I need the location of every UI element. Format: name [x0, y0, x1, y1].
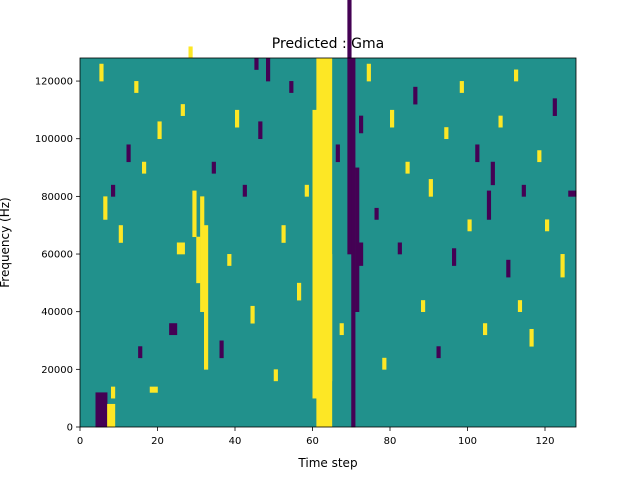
heatmap-cell — [498, 115, 503, 128]
y-tick-label: 20000 — [41, 365, 73, 376]
heatmap-cell — [107, 403, 116, 428]
heatmap-cell — [382, 357, 387, 370]
heatmap-cell — [180, 104, 185, 116]
heatmap-cell — [355, 167, 360, 312]
x-tick-label: 20 — [151, 436, 164, 447]
heatmap-cell — [134, 81, 139, 93]
y-tick-label: 40000 — [41, 307, 73, 318]
heatmap-cell — [157, 121, 162, 140]
heatmap-cell — [421, 300, 426, 312]
x-axis: 0 20 40 60 80 100 120 — [77, 427, 555, 447]
heatmap-cell — [413, 86, 418, 105]
heatmap-cell — [118, 225, 123, 243]
plot-frame — [79, 57, 577, 428]
heatmap-cell — [486, 190, 492, 220]
heatmap-cell — [99, 63, 104, 82]
x-tick-label: 120 — [535, 436, 554, 447]
heatmap-plot — [80, 0, 577, 428]
y-axis-label: Frequency (Hz) — [0, 197, 12, 288]
heatmap-cell — [204, 225, 209, 370]
heatmap-cell — [517, 300, 523, 312]
heatmap-cell — [521, 184, 526, 197]
heatmap-cell — [211, 161, 216, 174]
x-tick-label: 100 — [458, 436, 477, 447]
y-tick-label: 100000 — [35, 134, 73, 145]
heatmap-cell — [95, 392, 108, 428]
heatmap-cell — [281, 225, 286, 243]
heatmap-cell — [475, 144, 480, 163]
heatmap-cell — [227, 254, 232, 266]
heatmap-cell — [529, 328, 534, 347]
y-tick-label: 60000 — [41, 250, 73, 261]
heatmap-cell — [397, 242, 402, 255]
heatmap-cell — [142, 161, 147, 174]
heatmap-cell — [196, 236, 201, 284]
heatmap-cell — [126, 144, 131, 163]
x-tick-label: 60 — [306, 436, 319, 447]
heatmap-cell — [138, 346, 143, 359]
heatmap-cell — [366, 63, 371, 82]
heatmap-cell — [405, 161, 410, 174]
heatmap-cell — [103, 196, 108, 220]
heatmap-cell — [467, 219, 472, 232]
heatmap-cell — [328, 254, 333, 382]
x-tick-label: 40 — [229, 436, 242, 447]
heatmap-cell — [444, 127, 449, 140]
heatmap-cell — [537, 150, 542, 163]
heatmap-cell — [339, 323, 344, 336]
chart-title: Predicted : Gma — [272, 36, 384, 52]
heatmap-cell — [514, 69, 519, 82]
heatmap-cell — [347, 0, 352, 255]
heatmap-cell — [219, 340, 224, 359]
y-tick-label: 0 — [67, 423, 73, 434]
x-axis-label: Time step — [297, 456, 357, 470]
heatmap-cell — [483, 323, 488, 336]
heatmap-cell — [258, 121, 263, 140]
heatmap-cell — [254, 58, 259, 70]
heatmap-cell — [149, 386, 158, 393]
heatmap-cell — [428, 179, 433, 197]
heatmap-cell — [273, 369, 278, 382]
heatmap-cell — [235, 109, 240, 128]
heatmap-cell — [560, 254, 565, 278]
heatmap-cell — [390, 109, 395, 128]
heatmap-cell — [188, 46, 193, 59]
heatmap-cell — [192, 190, 197, 238]
x-tick-label: 0 — [77, 436, 83, 447]
heatmap-cell — [312, 109, 317, 399]
heatmap-cell — [359, 242, 364, 266]
heatmap-cell — [297, 282, 302, 301]
heatmap-cell — [568, 190, 577, 197]
heatmap-cell — [111, 184, 116, 197]
y-tick-label: 80000 — [41, 192, 73, 203]
heatmap-cell — [545, 219, 550, 232]
heatmap-cell — [452, 248, 457, 266]
heatmap-cell — [242, 184, 247, 197]
heatmap-cell — [374, 207, 379, 220]
heatmap-cell — [200, 196, 205, 312]
heatmap-cell — [351, 58, 356, 428]
heatmap-cell — [169, 323, 178, 336]
heatmap-cell — [111, 386, 116, 399]
heatmap-cell — [490, 161, 495, 186]
heatmap-cell — [459, 81, 464, 93]
heatmap-cell — [359, 115, 364, 134]
heatmap-cell — [552, 98, 557, 116]
heatmap-cell — [506, 259, 511, 278]
y-axis: 0 20000 40000 60000 80000 100000 120000 — [35, 77, 80, 434]
heatmap-cell — [266, 58, 271, 82]
heatmap-cell — [436, 346, 441, 359]
heatmap-cell — [335, 144, 340, 163]
x-tick-label: 80 — [384, 436, 397, 447]
heatmap-cell — [250, 305, 255, 324]
heatmap-cell — [176, 242, 185, 255]
y-tick-label: 120000 — [35, 77, 73, 88]
heatmap-cell — [304, 184, 309, 197]
heatmap-cell — [289, 81, 294, 93]
